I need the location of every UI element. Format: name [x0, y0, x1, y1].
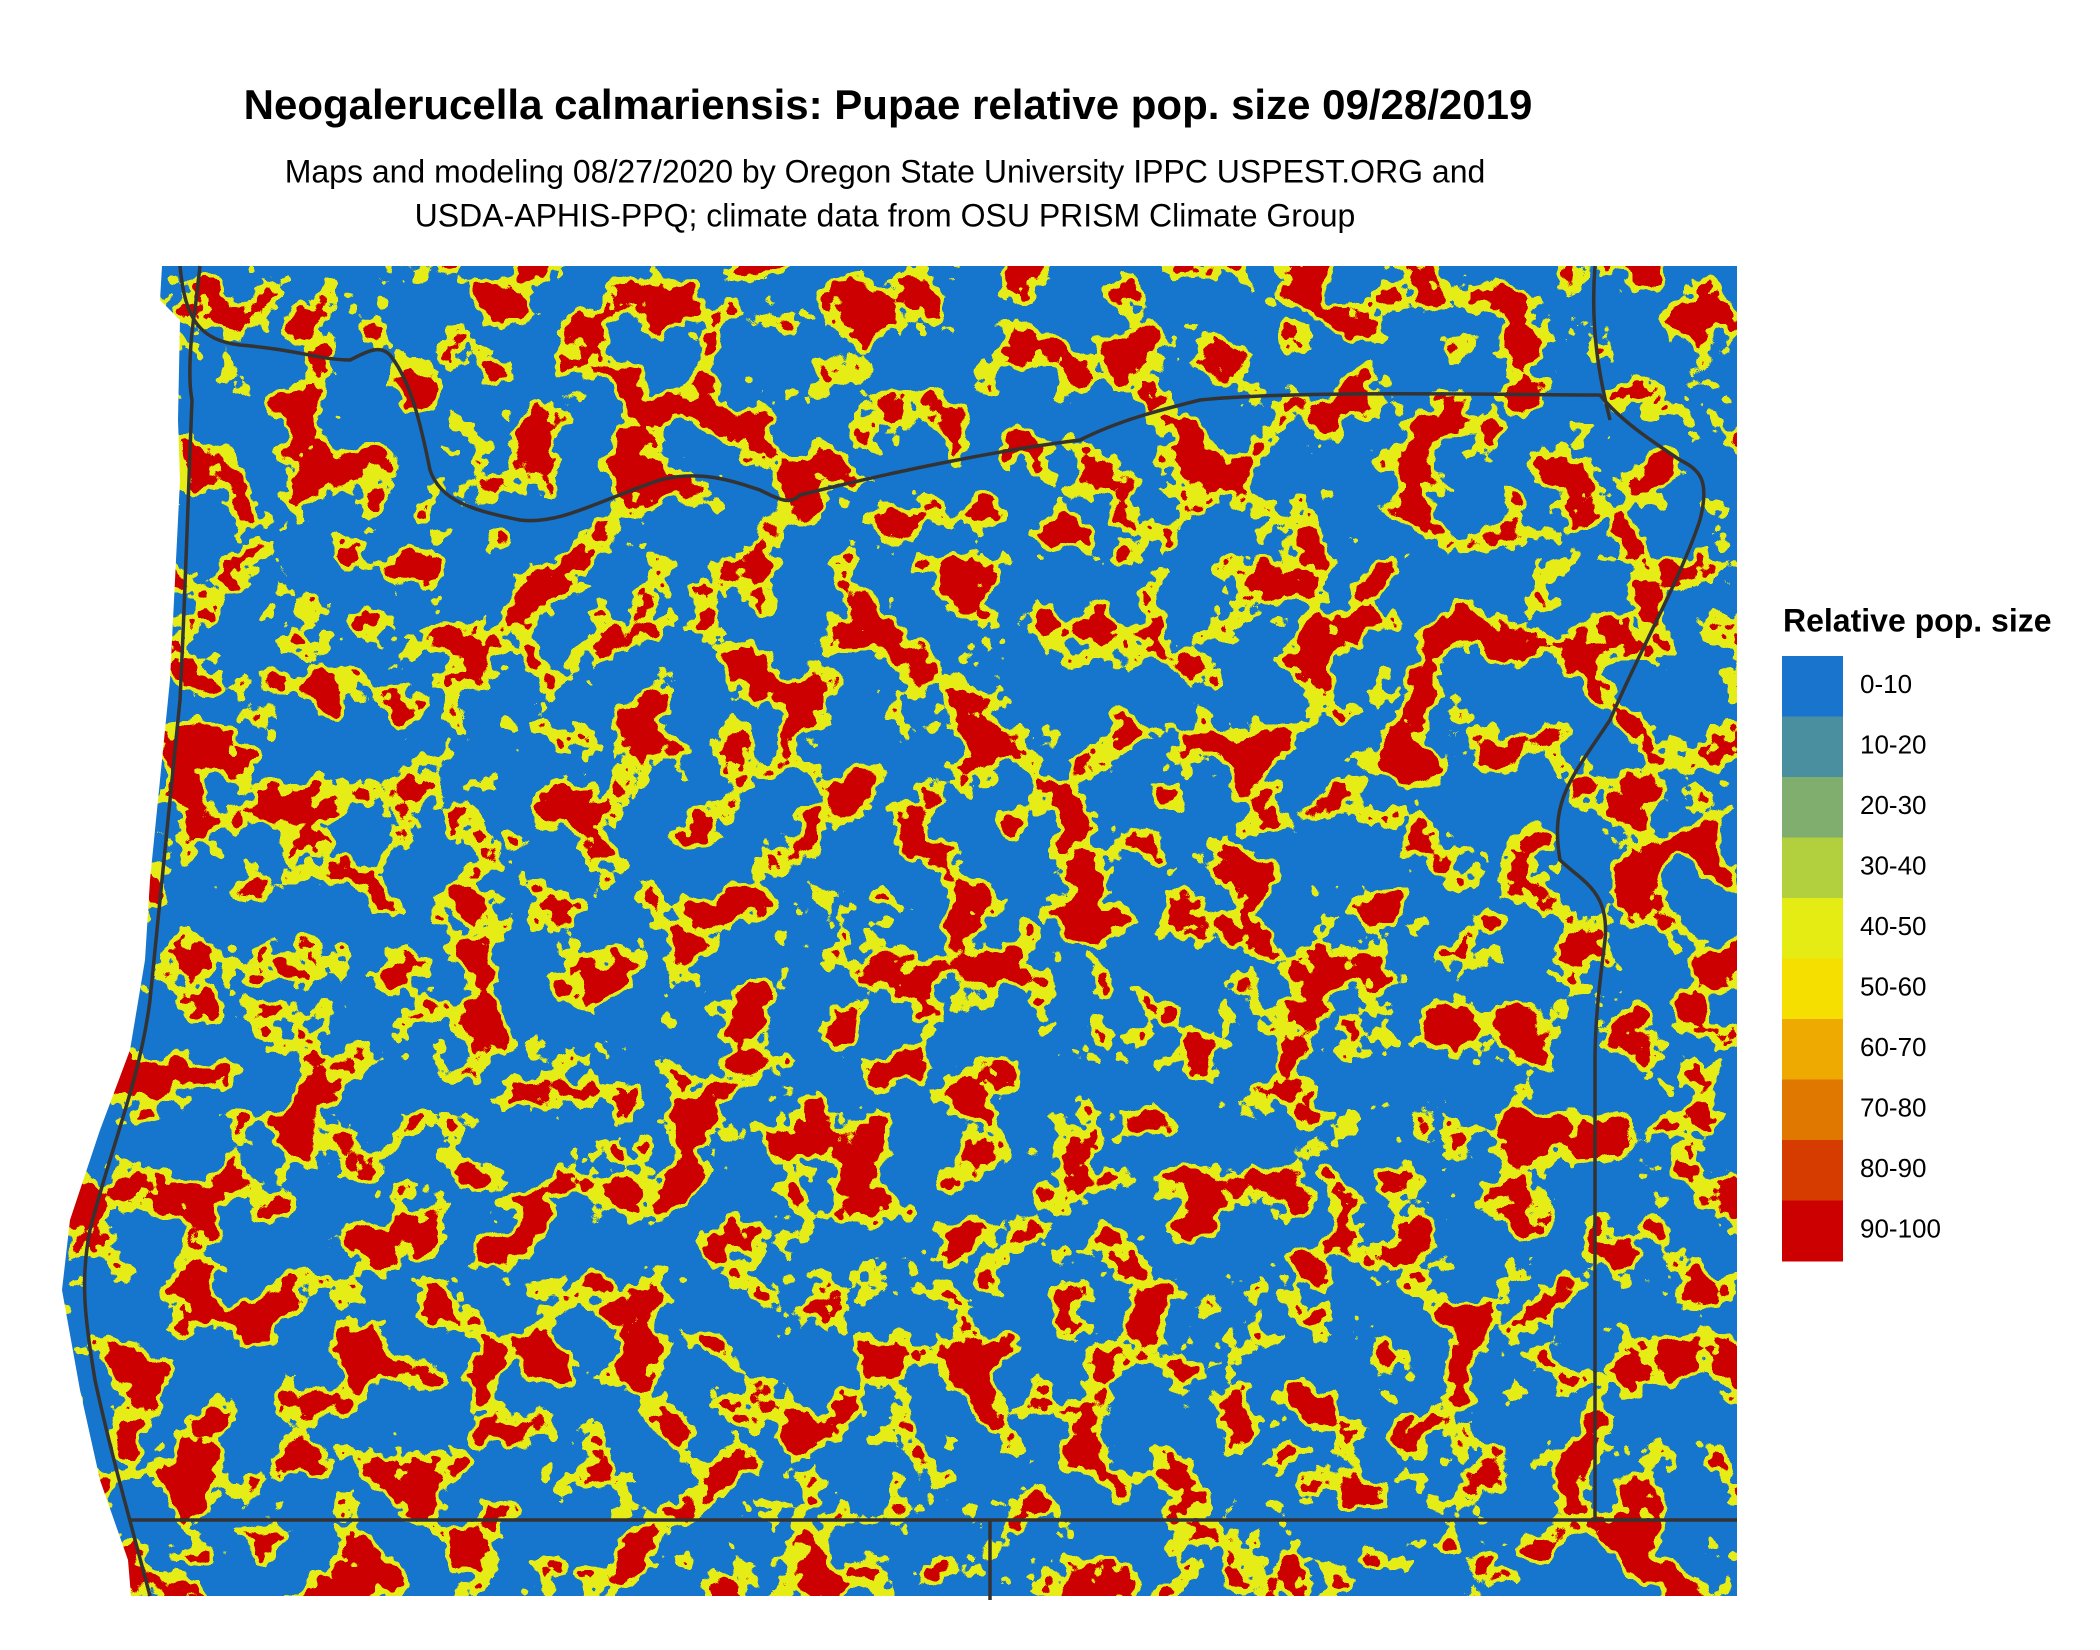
- legend-swatch: [1782, 1019, 1843, 1080]
- map-raster: [62, 266, 1737, 1596]
- legend-label: 60-70: [1860, 1032, 1927, 1062]
- legend-label: 90-100: [1860, 1214, 1941, 1244]
- legend-swatch: [1782, 1200, 1843, 1262]
- north-east-border: [178, 265, 1706, 1520]
- legend-swatch: [1782, 656, 1843, 717]
- legend-swatch: [1782, 1079, 1843, 1141]
- legend-label: 40-50: [1860, 911, 1927, 941]
- legend-swatch: [1782, 1140, 1843, 1201]
- legend-label: 0-10: [1860, 669, 1912, 699]
- legend-title: Relative pop. size: [1783, 602, 2052, 638]
- legend-label: 20-30: [1860, 790, 1927, 820]
- legend: 0-10 10-20 20-30 30-40 40-50 50-60 60-70 70-80 8…: [1782, 656, 1941, 1262]
- legend-label: 30-40: [1860, 851, 1927, 881]
- legend-label: 70-80: [1860, 1093, 1927, 1123]
- legend-label: 50-60: [1860, 972, 1927, 1002]
- east-line: [1591, 265, 1612, 421]
- population-raster: [62, 266, 1737, 1596]
- map-title: Neogalerucella calmariensis: Pupae relat…: [244, 81, 1533, 128]
- state-borders: [82, 265, 1737, 1600]
- map-subtitle: USDA-APHIS-PPQ; climate data from OSU PR…: [415, 197, 1356, 233]
- legend-swatch: [1782, 958, 1843, 1020]
- legend-label: 80-90: [1860, 1153, 1927, 1183]
- legend-swatch: [1782, 898, 1843, 959]
- coastline: [82, 265, 202, 1597]
- map-subtitle: Maps and modeling 08/27/2020 by Oregon S…: [285, 153, 1486, 189]
- legend-swatch: [1782, 716, 1843, 778]
- legend-swatch: [1782, 777, 1843, 838]
- legend-label: 10-20: [1860, 730, 1927, 760]
- legend-swatch: [1782, 837, 1843, 899]
